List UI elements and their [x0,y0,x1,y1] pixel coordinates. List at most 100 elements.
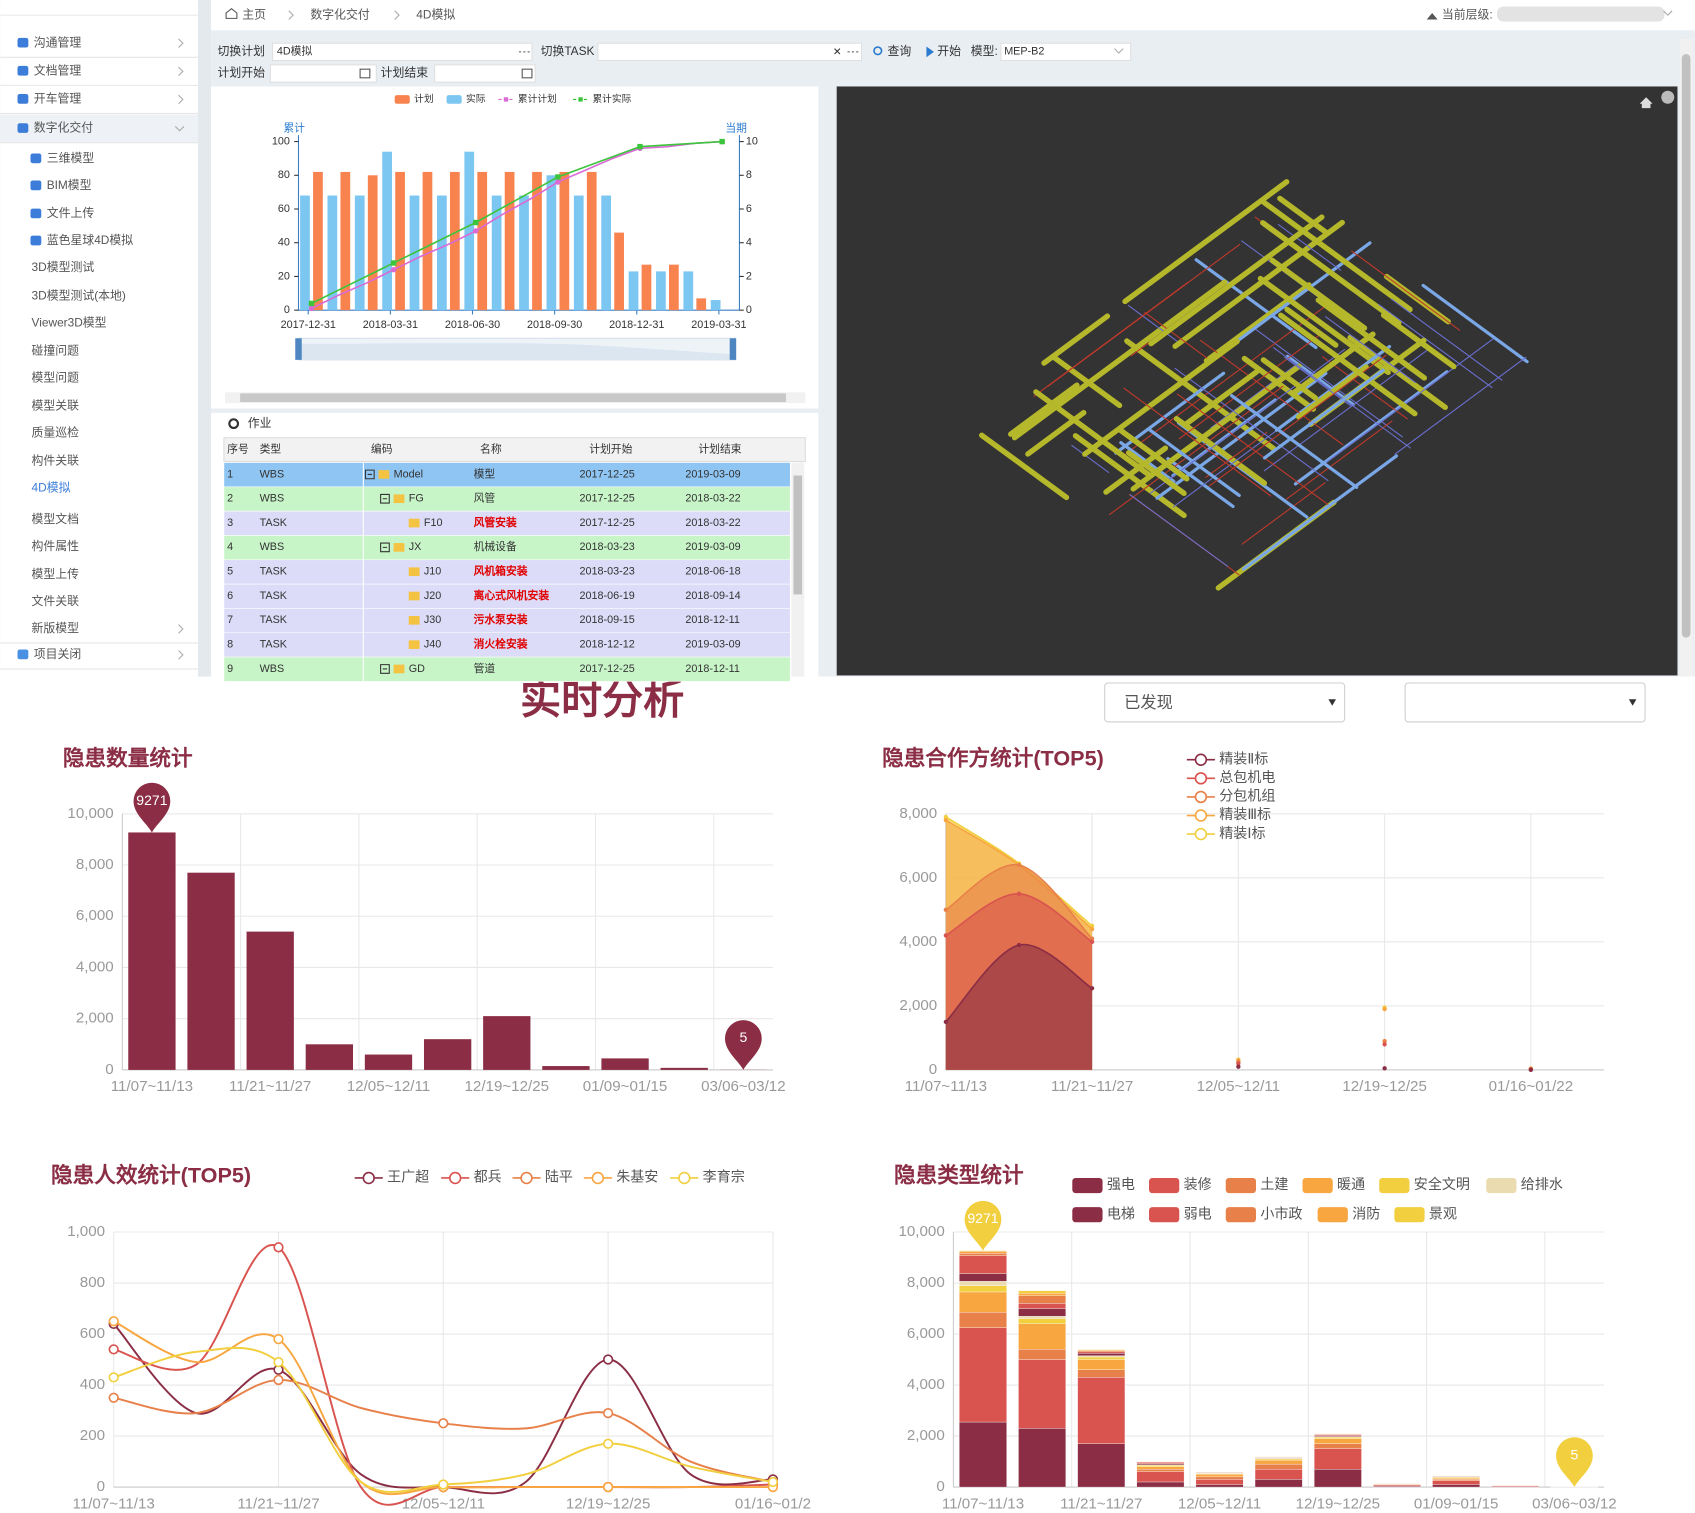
table-cell: 2019-03-09 [685,639,740,651]
legend-label: 总包机电 [1219,769,1275,785]
folder-icon [378,470,390,479]
user-icon [1426,12,1438,20]
filter-select[interactable] [1104,682,1346,723]
model-pipe [1171,398,1277,478]
legend-label: 景观 [1429,1205,1457,1221]
table-cell: WBS [260,468,285,480]
model-pipe [1230,394,1359,489]
y-tick-label: 0 [929,1061,937,1078]
line-point [473,219,479,226]
menu-item[interactable]: 4D模拟 [32,481,71,495]
table-header: 序号 [227,441,249,455]
model-pipe [1149,348,1346,494]
model-pipe [1325,338,1494,463]
x-tick-label: 11/21~11/27 [237,1495,319,1512]
bar-segment [1077,1355,1126,1358]
home-icon [225,7,238,19]
bar-segment [1018,1308,1066,1317]
table-row[interactable] [223,656,791,682]
menu-item[interactable]: 文档管理 [34,63,82,77]
input-field[interactable] [434,64,536,83]
x-tick-label: 12/05~12/11 [1197,1078,1280,1095]
menu-item[interactable]: 文件上传 [47,206,95,220]
model-pipe [1285,420,1393,500]
menu-item[interactable]: 模型文档 [32,512,79,526]
menu-item[interactable]: 3D模型测试 [32,260,95,274]
folder-icon [408,591,420,601]
table-cell: 4 [227,541,233,553]
menu-item[interactable]: 数字化交付 [34,121,93,135]
x-tick-label: 12/05~12/11 [402,1495,485,1512]
model-pipe [1257,275,1391,376]
menu-item[interactable]: 模型问题 [32,370,80,384]
table-row[interactable] [223,510,791,536]
bar [559,171,570,311]
start-button[interactable]: 开始 [937,44,961,58]
table-cell: 机械设备 [474,539,517,553]
filter-select[interactable] [1404,682,1646,723]
menu-item[interactable]: Viewer3D模型 [32,315,107,329]
model-pipe [1394,356,1527,455]
bar [483,1016,531,1070]
menu-item[interactable]: 3D模型测试(本地) [32,288,126,302]
model-pipe [1025,409,1087,457]
menu-item[interactable]: 开车管理 [34,92,82,106]
table-cell: 2018-03-22 [685,493,740,505]
menu-icon [30,153,42,164]
line [945,943,1093,1023]
menu-item[interactable]: 沟通管理 [34,35,82,49]
table-cell: GD [409,663,425,675]
bar-segment [1195,1476,1244,1480]
menu-item[interactable]: 项目关闭 [34,647,81,661]
breadcrumb-item[interactable]: 主页 [242,7,266,21]
menu-item[interactable]: 模型上传 [32,567,80,581]
bar-segment [1018,1318,1066,1324]
menu-item[interactable]: BIM模型 [47,178,92,192]
calendar-icon [521,68,533,79]
filter-select-value: 已发现 [1124,694,1173,712]
table-cell: 7 [227,614,233,626]
menu-icon [30,208,42,219]
menu-item[interactable]: 模型关联 [32,398,80,412]
table-cell: 2017-12-25 [579,468,634,480]
menu-item[interactable]: 三维模型 [47,151,95,165]
menu-item[interactable]: 蓝色星球4D模拟 [47,233,134,247]
chevron [174,126,185,132]
model-pipe [1260,220,1402,326]
input-field[interactable] [272,42,533,62]
table-row[interactable] [223,559,791,585]
menu-item[interactable]: 质量巡检 [32,426,80,440]
data-zoom-handle[interactable] [295,338,302,360]
breadcrumb-bar [210,0,1695,31]
input-field[interactable] [1000,42,1132,62]
menu-item[interactable]: 碰撞问题 [32,343,80,357]
table-row[interactable] [223,462,791,488]
bar [586,171,597,311]
legend-swatch [394,95,410,104]
sidebar [0,0,198,677]
table-row[interactable] [223,608,791,634]
menu-item[interactable]: 构件属性 [32,539,80,553]
table-cell: 9 [227,663,233,675]
menu-item[interactable]: 文件关联 [32,594,80,608]
y-tick-label: 8 [746,169,752,181]
model-pipe [1033,389,1152,478]
menu-item[interactable]: 构件关联 [32,454,80,468]
gear-icon [228,418,240,430]
data-zoom-handle[interactable] [729,338,737,360]
input-field[interactable] [269,64,377,83]
x-tick-label: 01/16~01/2 [735,1495,811,1512]
menu-item[interactable]: 新版模型 [32,621,80,635]
table-cell: 离心式风机安装 [474,588,550,602]
chart-title: 隐患数量统计 [63,745,193,770]
query-button[interactable]: 查询 [887,44,911,58]
x-tick-label: 2018-06-30 [445,319,500,331]
breadcrumb-item[interactable]: 4D模拟 [416,7,455,21]
bar [491,195,502,311]
input-field[interactable] [597,42,863,62]
table-row[interactable] [223,583,791,609]
table-row[interactable] [223,535,791,561]
x-tick-label: 12/19~12/25 [1296,1495,1381,1512]
bar [246,931,294,1070]
breadcrumb-item[interactable]: 数字化交付 [310,7,369,21]
